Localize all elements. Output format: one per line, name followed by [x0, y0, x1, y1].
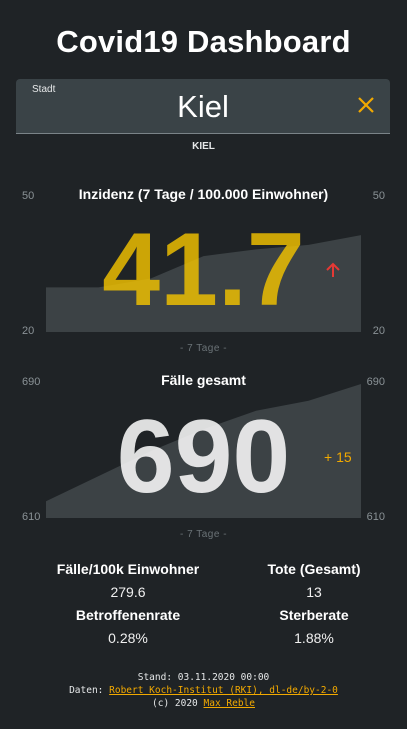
- cases-axis-max-right: 690: [366, 376, 385, 388]
- page-title: Covid19 Dashboard: [56, 24, 351, 59]
- footer-copyright-prefix: (c) 2020: [152, 698, 204, 709]
- deaths-label: Tote (Gesamt): [267, 561, 361, 577]
- author-link[interactable]: Max Reble: [203, 698, 255, 709]
- city-input[interactable]: [16, 89, 390, 125]
- cases-axis-max-left: 690: [22, 376, 41, 388]
- incidence-axis-max-left: 50: [22, 190, 35, 202]
- footer-data-prefix: Daten:: [69, 685, 110, 696]
- cases-per-100k-label: Fälle/100k Einwohner: [56, 561, 200, 577]
- cases-per-100k-value: 279.6: [110, 584, 146, 600]
- clear-icon[interactable]: [356, 95, 376, 115]
- cases-value: 690: [116, 399, 291, 515]
- cases-title: Fälle gesamt: [161, 372, 246, 388]
- death-rate-label: Sterberate: [279, 607, 349, 623]
- rki-link[interactable]: Robert Koch-Institut (RKI), dl-de/by-2-0: [109, 685, 338, 696]
- cases-axis-min-left: 610: [22, 511, 41, 523]
- death-rate-value: 1.88%: [294, 630, 334, 646]
- incidence-title: Inzidenz (7 Tage / 100.000 Einwohner): [78, 186, 329, 202]
- footer-copyright-line: (c) 2020 Max Reble: [0, 698, 407, 709]
- footer-data-line: Daten: Robert Koch-Institut (RKI), dl-de…: [0, 685, 407, 696]
- affected-rate-value: 0.28%: [108, 630, 148, 646]
- city-hint: KIEL: [192, 141, 215, 152]
- incidence-chart: [46, 235, 361, 332]
- footer-status: Stand: 03.11.2020 00:00: [137, 672, 270, 683]
- incidence-value: 41.7: [102, 212, 305, 328]
- incidence-area: [46, 235, 361, 332]
- cases-axis-min-right: 610: [366, 511, 385, 523]
- cases-delta: + 15: [324, 449, 352, 465]
- arrow-up-icon: [324, 262, 342, 283]
- incidence-axis-min-left: 20: [22, 325, 35, 337]
- affected-rate-label: Betroffenenrate: [75, 607, 181, 623]
- cases-chart: [46, 384, 361, 518]
- deaths-value: 13: [306, 584, 322, 600]
- incidence-period: - 7 Tage -: [179, 343, 228, 354]
- incidence-axis-max-right: 50: [372, 190, 385, 202]
- city-field[interactable]: Stadt: [16, 79, 390, 134]
- cases-area: [46, 384, 361, 518]
- incidence-axis-min-right: 20: [372, 325, 385, 337]
- cases-period: - 7 Tage -: [179, 529, 228, 540]
